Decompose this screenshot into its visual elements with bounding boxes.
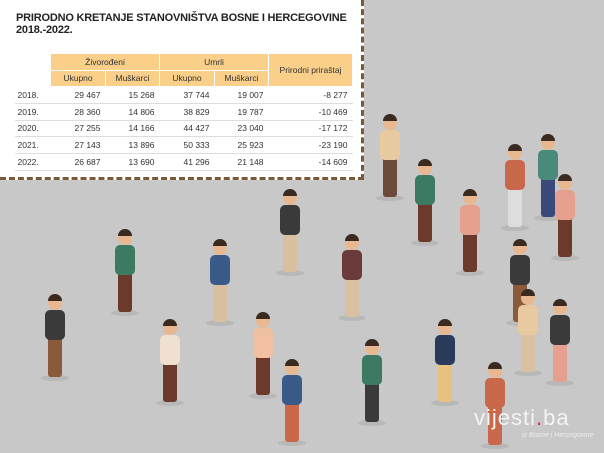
person-figure <box>206 239 234 326</box>
person-figure <box>41 294 69 381</box>
value-cell: 41 296 <box>159 153 215 171</box>
value-cell: 25 923 <box>214 136 269 155</box>
value-cell: 44 427 <box>159 120 215 138</box>
statistics-card: PRIRODNO KRETANJE STANOVNIŠTVA BOSNE I H… <box>0 0 364 180</box>
table-title: PRIRODNO KRETANJE STANOVNIŠTVA BOSNE I H… <box>16 12 347 36</box>
population-table: Živorođeni Umrli Prirodni priraštaj Ukup… <box>14 53 353 171</box>
value-cell: 37 744 <box>159 86 215 104</box>
logo-tagline: iz Bosne i Hercegovine <box>522 432 594 439</box>
subheader: Ukupno <box>159 69 215 87</box>
person-figure <box>276 189 304 276</box>
person-figure <box>278 359 306 446</box>
value-cell: 28 360 <box>50 103 106 121</box>
person-figure <box>456 189 484 276</box>
year-cell: 2022. <box>14 153 51 171</box>
header-umrli: Umrli <box>159 53 269 71</box>
header-zivorodeni: Živorođeni <box>50 53 160 71</box>
value-cell: 14 806 <box>105 103 160 121</box>
value-cell: -10 469 <box>268 103 353 121</box>
subheader: Muškarci <box>105 69 160 87</box>
value-cell: 23 040 <box>214 120 269 138</box>
value-cell: 38 829 <box>159 103 215 121</box>
person-figure <box>249 312 277 399</box>
subheader: Muškarci <box>214 69 269 87</box>
value-cell: 50 333 <box>159 136 215 155</box>
table-row: 2018. 29 467 15 268 37 744 19 007 -8 277 <box>14 86 353 104</box>
year-cell: 2020. <box>14 120 51 138</box>
value-cell: 27 255 <box>50 120 106 138</box>
table-row: 2019. 28 360 14 806 38 829 19 787 -10 469 <box>14 103 353 121</box>
person-figure <box>481 362 509 449</box>
value-cell: 19 787 <box>214 103 269 121</box>
person-figure <box>501 144 529 231</box>
value-cell: -14 609 <box>268 153 353 171</box>
subheader: Ukupno <box>50 69 106 87</box>
value-cell: 27 143 <box>50 136 106 155</box>
value-cell: -23 190 <box>268 136 353 155</box>
person-figure <box>431 319 459 406</box>
person-figure <box>338 234 366 321</box>
value-cell: 15 268 <box>105 86 160 104</box>
value-cell: 29 467 <box>50 86 106 104</box>
year-cell: 2018. <box>14 86 51 104</box>
value-cell: -17 172 <box>268 120 353 138</box>
person-figure <box>546 299 574 386</box>
vijesti-logo: vijesti.ba <box>474 405 570 430</box>
value-cell: 19 007 <box>214 86 269 104</box>
value-cell: 21 148 <box>214 153 269 171</box>
person-figure <box>111 229 139 316</box>
person-figure <box>376 114 404 201</box>
table-row: 2022. 26 687 13 690 41 296 21 148 -14 609 <box>14 153 353 171</box>
value-cell: 14 166 <box>105 120 160 138</box>
year-cell: 2021. <box>14 136 51 155</box>
value-cell: 13 690 <box>105 153 160 171</box>
person-figure <box>358 339 386 426</box>
person-figure <box>534 134 562 221</box>
person-figure <box>514 289 542 376</box>
person-figure <box>411 159 439 246</box>
table-row: 2020. 27 255 14 166 44 427 23 040 -17 172 <box>14 120 353 138</box>
person-figure <box>156 319 184 406</box>
person-figure <box>551 174 579 261</box>
header-prirodni-prirastaj: Prirodni priraštaj <box>268 53 353 87</box>
year-cell: 2019. <box>14 103 51 121</box>
value-cell: 13 896 <box>105 136 160 155</box>
table-row: 2021. 27 143 13 896 50 333 25 923 -23 190 <box>14 136 353 155</box>
value-cell: -8 277 <box>268 86 353 104</box>
value-cell: 26 687 <box>50 153 106 171</box>
